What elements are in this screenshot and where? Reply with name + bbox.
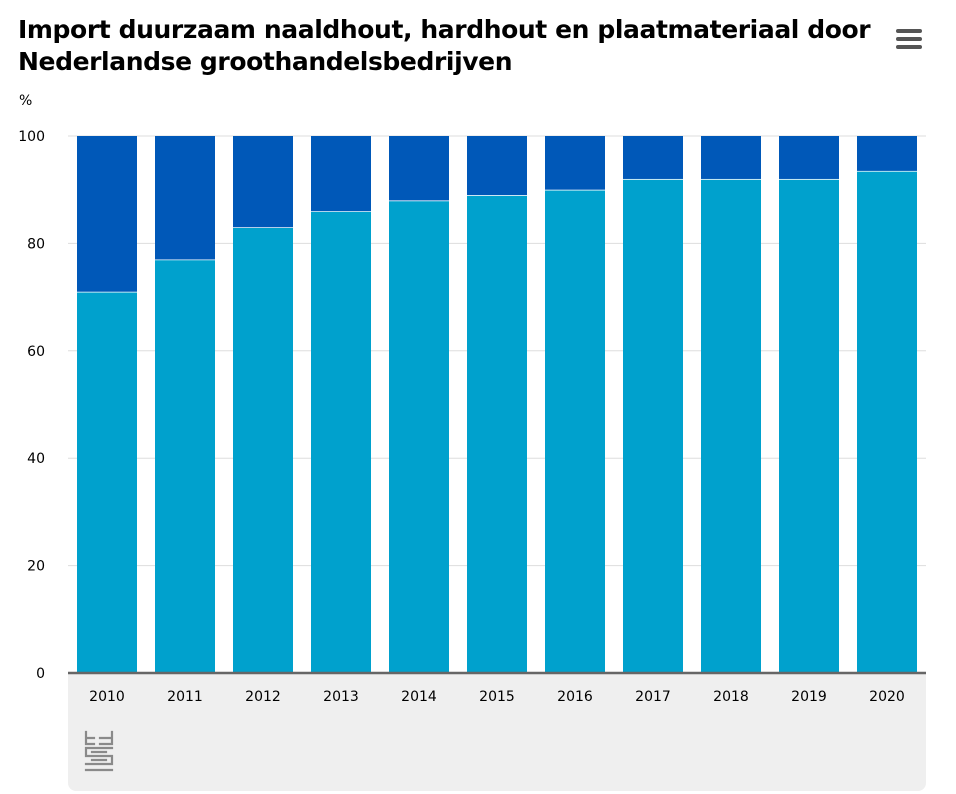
bar-series-1: [467, 195, 527, 673]
x-tick-label: 2016: [557, 689, 593, 705]
bar-series-1: [857, 170, 917, 673]
y-tick-label: 0: [36, 666, 45, 682]
bar-series-2: [77, 136, 137, 292]
bar-series-1: [701, 178, 761, 673]
x-tick-label: 2012: [245, 689, 281, 705]
y-tick-label: 40: [27, 451, 45, 467]
hamburger-menu-icon[interactable]: [896, 29, 922, 51]
y-tick-label: 80: [27, 236, 45, 252]
y-tick-label: 20: [27, 559, 45, 575]
x-tick-label: 2019: [791, 689, 827, 705]
bar-series-2: [779, 136, 839, 179]
bar-series-1: [233, 227, 293, 674]
chart-title: Import duurzaam naaldhout, hardhout en p…: [18, 15, 871, 76]
y-tick-label: 100: [18, 129, 45, 145]
x-tick-label: 2014: [401, 689, 437, 705]
bar-series-2: [233, 136, 293, 228]
x-tick-label: 2010: [89, 689, 125, 705]
y-tick-label: 60: [27, 344, 45, 360]
cbs-logo-icon: [84, 730, 114, 772]
bar-series-2: [389, 136, 449, 201]
y-axis-unit-label: %: [19, 93, 33, 109]
bar-series-1: [779, 178, 839, 673]
menu-line: [896, 45, 922, 49]
x-tick-label: 2018: [713, 689, 749, 705]
chart-footer: [68, 673, 926, 791]
menu-line: [896, 29, 922, 33]
bar-series-1: [155, 259, 215, 673]
bar-series-1: [389, 200, 449, 673]
bar-series-1: [311, 211, 371, 673]
bar-series-2: [545, 136, 605, 190]
x-tick-label: 2013: [323, 689, 359, 705]
bar-series-2: [155, 136, 215, 260]
bar-series-1: [77, 291, 137, 673]
menu-line: [896, 37, 922, 41]
x-tick-label: 2015: [479, 689, 515, 705]
bar-series-2: [701, 136, 761, 179]
x-tick-label: 2020: [869, 689, 905, 705]
x-tick-label: 2017: [635, 689, 671, 705]
bar-series-1: [545, 189, 605, 673]
bar-series-2: [857, 136, 917, 171]
bar-series-2: [311, 136, 371, 212]
bar-series-2: [623, 136, 683, 179]
x-tick-label: 2011: [167, 689, 203, 705]
bar-series-1: [623, 178, 683, 673]
bar-series-2: [467, 136, 527, 196]
